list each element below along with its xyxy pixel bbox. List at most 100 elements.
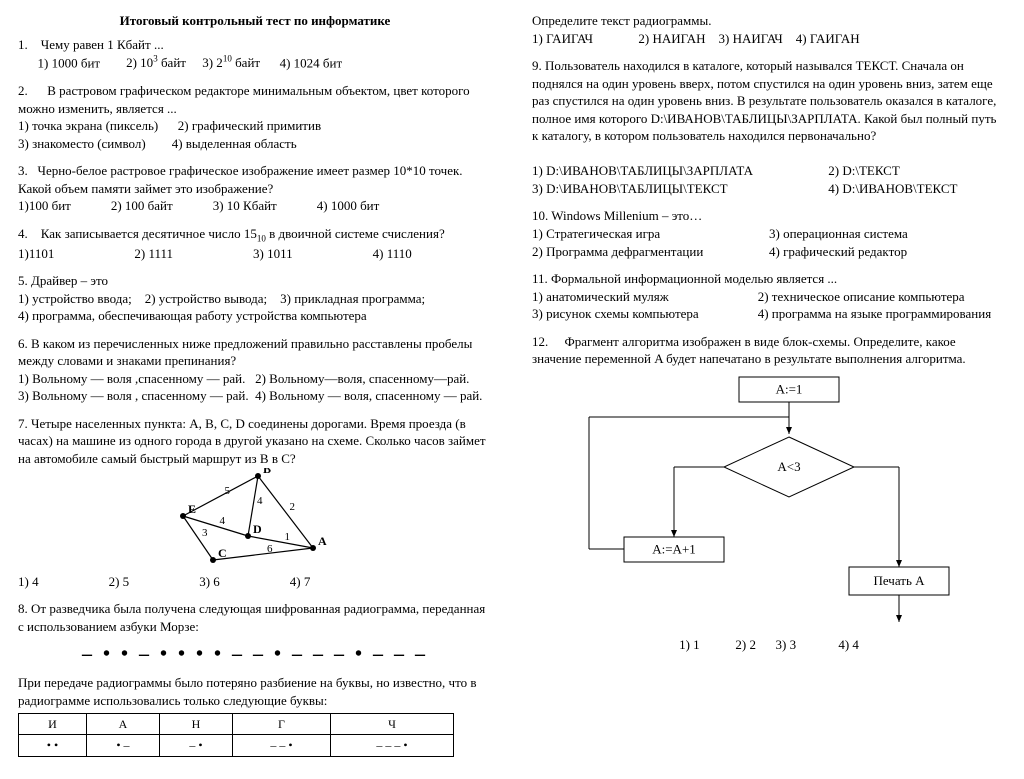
morse-code: – • • – • • • • – – • – – – • – – –	[18, 641, 492, 668]
q10-o4: 4) графический редактор	[769, 244, 907, 259]
q9-text: Пользователь находился в каталоге, котор…	[532, 58, 996, 143]
q10-text: Windows Millenium – это…	[551, 208, 702, 223]
q11-o4: 4) программа на языке программирования	[758, 306, 991, 321]
svg-text:B: B	[263, 468, 271, 476]
q3-o2: 2) 100 байт	[111, 197, 173, 215]
morse-h3: Г	[232, 714, 330, 735]
q9-o4: 4) D:\ИВАНОВ\ТЕКСТ	[828, 181, 957, 196]
q11-num: 11.	[532, 271, 548, 286]
q11-o3: 3) рисунок схемы компьютера	[532, 306, 699, 321]
question-1: 1. Чему равен 1 Кбайт ... 1) 1000 бит 2)…	[18, 36, 492, 72]
q9-o3: 3) D:\ИВАНОВ\ТАБЛИЦЫ\ТЕКСТ	[532, 181, 728, 196]
q8-text: От разведчика была получена следующая ши…	[18, 601, 485, 634]
question-8: 8. От разведчика была получена следующая…	[18, 600, 492, 757]
q10-num: 10.	[532, 208, 548, 223]
flowchart-diagram: A:=1A<3A:=A+1Печать A	[559, 372, 979, 632]
question-5: 5. Драйвер – это 1) устройство ввода; 2)…	[18, 272, 492, 325]
q1-text: Чему равен 1 Кбайт ...	[41, 37, 164, 52]
morse-r4: – – – •	[330, 735, 453, 756]
q9-o2: 2) D:\ТЕКСТ	[828, 163, 900, 178]
question-9: 9. Пользователь находился в каталоге, ко…	[532, 57, 1006, 197]
q1-o3: 3) 210 байт	[202, 55, 260, 70]
q10-o2: 2) Программа дефрагментации	[532, 244, 703, 259]
svg-text:3: 3	[202, 527, 208, 539]
q1-o2: 2) 103 байт	[126, 55, 186, 70]
q7-text: Четыре населенных пункта: A, B, C, D сое…	[18, 416, 486, 466]
morse-h4: Ч	[330, 714, 453, 735]
q10-o1: 1) Стратегическая игра	[532, 226, 660, 241]
question-4: 4. Как записывается десятичное число 151…	[18, 225, 492, 262]
svg-text:A:=1: A:=1	[776, 381, 803, 396]
q12-o4: 4) 4	[838, 637, 859, 652]
q7-num: 7.	[18, 416, 28, 431]
svg-text:1: 1	[285, 531, 291, 543]
q9-o1: 1) D:\ИВАНОВ\ТАБЛИЦЫ\ЗАРПЛАТА	[532, 163, 753, 178]
q12-o2: 2) 2	[735, 637, 756, 652]
q1-num: 1.	[18, 37, 28, 52]
q6-o4: 4) Вольному — воля, спасенному — рай.	[255, 388, 482, 403]
svg-text:A:=A+1: A:=A+1	[652, 541, 696, 556]
q2-text: В растровом графическом редакторе минима…	[18, 83, 470, 116]
q2-num: 2.	[18, 83, 28, 98]
question-7: 7. Четыре населенных пункта: A, B, C, D …	[18, 415, 492, 590]
q11-o2: 2) техническое описание компьютера	[758, 289, 965, 304]
q9-num: 9.	[532, 58, 542, 73]
q5-o3: 3) прикладная программа;	[280, 291, 425, 306]
morse-h1: А	[86, 714, 159, 735]
q4-o2: 2) 1111	[134, 245, 173, 263]
q8-num: 8.	[18, 601, 28, 616]
q4-o3: 3) 1011	[253, 245, 293, 263]
q2-o3: 3) знакоместо (символ)	[18, 136, 146, 151]
q6-o1: 1) Вольному — воля ,спасенному — рай.	[18, 371, 245, 386]
q12-o3: 3) 3	[776, 637, 797, 652]
q6-num: 6.	[18, 336, 28, 351]
q2-o4: 4) выделенная область	[172, 136, 297, 151]
q3-text: Черно-белое растровое графическое изобра…	[18, 163, 463, 196]
left-column: Итоговый контрольный тест по информатике…	[18, 12, 492, 767]
radio-o3: 3) НАИГАЧ	[719, 31, 783, 46]
svg-text:2: 2	[290, 501, 296, 513]
svg-text:5: 5	[225, 485, 231, 497]
question-12: 12. Фрагмент алгоритма изображен в виде …	[532, 333, 1006, 654]
q3-o1: 1)100 бит	[18, 197, 71, 215]
question-6: 6. В каком из перечисленных ниже предлож…	[18, 335, 492, 405]
right-column: Определите текст радиограммы. 1) ГАИГАЧ …	[532, 12, 1006, 767]
morse-r0: • •	[19, 735, 87, 756]
q7-o3: 3) 6	[199, 573, 220, 591]
q5-num: 5.	[18, 273, 28, 288]
q7-o1: 1) 4	[18, 573, 39, 591]
svg-text:4: 4	[220, 515, 226, 527]
q11-text: Формальной информационной моделью являет…	[551, 271, 837, 286]
q3-o3: 3) 10 Кбайт	[213, 197, 277, 215]
svg-text:E: E	[188, 502, 196, 516]
morse-r2: – •	[159, 735, 232, 756]
svg-text:6: 6	[267, 543, 273, 555]
svg-text:Печать A: Печать A	[873, 573, 925, 588]
q3-o4: 4) 1000 бит	[317, 197, 380, 215]
radio-o2: 2) НАИГАН	[638, 31, 705, 46]
q5-o1: 1) устройство ввода;	[18, 291, 132, 306]
q8-post: При передаче радиограммы было потеряно р…	[18, 675, 477, 708]
q4-o1: 1)1101	[18, 245, 54, 263]
q7-o4: 4) 7	[290, 573, 311, 591]
q12-o1: 1) 1	[679, 637, 700, 652]
q12-num: 12.	[532, 334, 548, 349]
svg-text:4: 4	[257, 495, 263, 507]
svg-text:D: D	[253, 522, 262, 536]
q5-text: Драйвер – это	[31, 273, 108, 288]
morse-h2: Н	[159, 714, 232, 735]
q10-o3: 3) операционная система	[769, 226, 908, 241]
q1-o1: 1) 1000 бит	[38, 55, 101, 70]
svg-text:C: C	[218, 546, 227, 560]
q4-num: 4.	[18, 226, 28, 241]
q6-text: В каком из перечисленных ниже предложени…	[18, 336, 472, 369]
morse-h0: И	[19, 714, 87, 735]
question-2: 2. В растровом графическом редакторе мин…	[18, 82, 492, 152]
q6-o2: 2) Вольному—воля, спасенному—рай.	[255, 371, 469, 386]
morse-r3: – – •	[232, 735, 330, 756]
q2-o1: 1) точка экрана (пиксель)	[18, 118, 158, 133]
q12-text: Фрагмент алгоритма изображен в виде блок…	[532, 334, 966, 367]
morse-table: И А Н Г Ч • • • – – • – – • – – – •	[18, 713, 454, 756]
q6-o3: 3) Вольному — воля , спасенному — рай.	[18, 388, 249, 403]
q4-o4: 4) 1110	[373, 245, 412, 263]
